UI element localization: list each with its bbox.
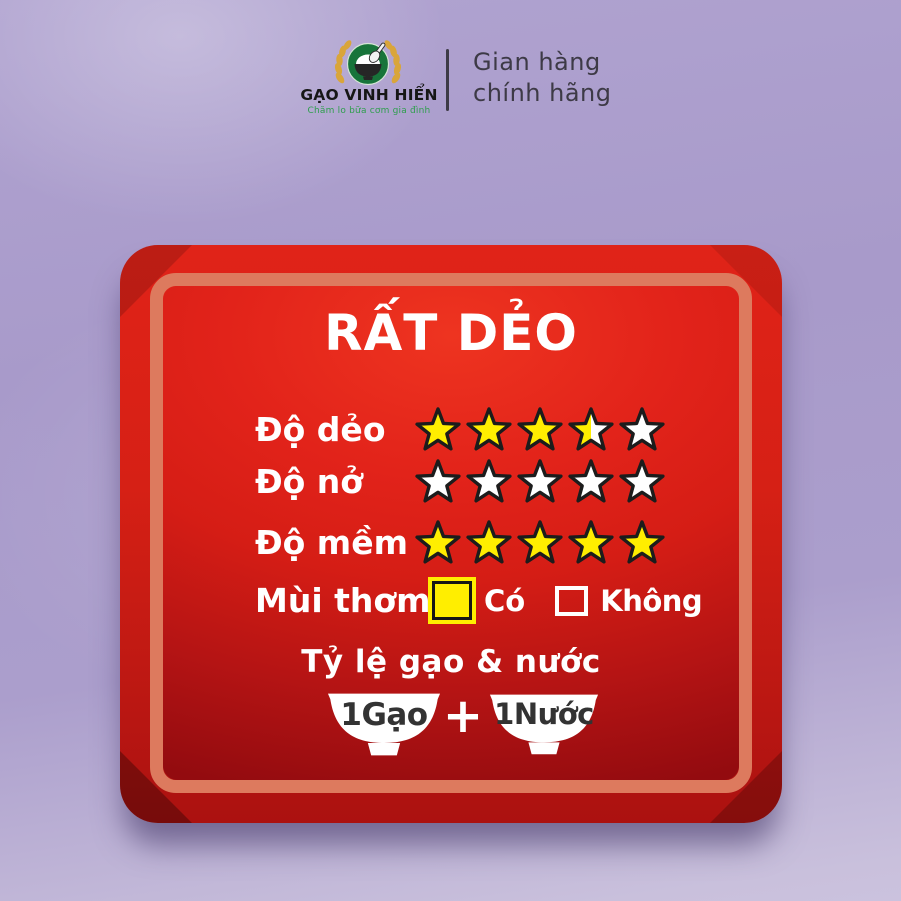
header-divider xyxy=(446,49,449,111)
store-badge-line2: chính hãng xyxy=(473,79,612,107)
star-icon xyxy=(619,520,665,564)
star-icon xyxy=(568,520,614,564)
checkbox-khong-unchecked-icon xyxy=(555,585,589,616)
rating-label-do-mem: Độ mềm xyxy=(255,523,408,562)
bowl-silhouette xyxy=(354,64,382,77)
star-icon xyxy=(466,407,512,451)
card-title: RẤT DẺO xyxy=(324,304,578,362)
rice-bowl-wheat-emblem-icon xyxy=(334,40,402,86)
brand-tagline: Chăm lo bữa cơm gia đình xyxy=(307,106,431,116)
star-icon xyxy=(619,459,665,503)
star-rating-do-deo xyxy=(414,404,666,457)
aroma-label: Mùi thơm xyxy=(255,581,431,620)
ratio-title: Tỷ lệ gạo & nước xyxy=(301,644,601,680)
star-icon xyxy=(517,407,563,451)
store-badge-line1: Gian hàng xyxy=(473,48,601,76)
star-icon xyxy=(568,459,614,503)
star-icon xyxy=(415,459,461,503)
plus-icon: + xyxy=(442,688,484,744)
water-bowl-label: 1Nước xyxy=(494,697,594,731)
brand-name: GẠO VINH HIỂN xyxy=(300,86,438,104)
checkbox-co-checked-icon xyxy=(432,581,472,620)
star-icon xyxy=(568,407,614,451)
rice-bowl-icon: 1Gạo xyxy=(327,690,441,758)
star-icon xyxy=(415,407,461,451)
card-inner-border xyxy=(150,273,752,793)
star-rating-do-mem xyxy=(414,517,666,570)
bowl-shape xyxy=(327,693,441,756)
rating-label-do-no: Độ nở xyxy=(255,462,363,501)
wheat-right xyxy=(384,40,402,84)
star-icon xyxy=(517,459,563,503)
star-icon xyxy=(517,520,563,564)
star-icon xyxy=(466,459,512,503)
spoon-icon xyxy=(368,42,386,63)
water-bowl-icon: 1Nước xyxy=(489,690,599,758)
rice-bowl-label: 1Gạo xyxy=(340,697,428,733)
star-icon xyxy=(619,407,665,451)
star-icon xyxy=(415,520,461,564)
aroma-option-khong: Không xyxy=(600,583,703,618)
brand-block: GẠO VINH HIỂN Chăm lo bữa cơm gia đình xyxy=(298,86,440,116)
aroma-option-co: Có xyxy=(484,583,526,618)
star-rating-do-no xyxy=(414,456,666,509)
rating-label-do-deo: Độ dẻo xyxy=(255,410,386,449)
star-icon xyxy=(466,520,512,564)
store-badge: Gian hàng chính hãng xyxy=(473,47,612,109)
bowl-shape xyxy=(489,694,599,755)
wheat-left xyxy=(334,40,352,84)
aroma-options: Có Không xyxy=(428,581,703,620)
